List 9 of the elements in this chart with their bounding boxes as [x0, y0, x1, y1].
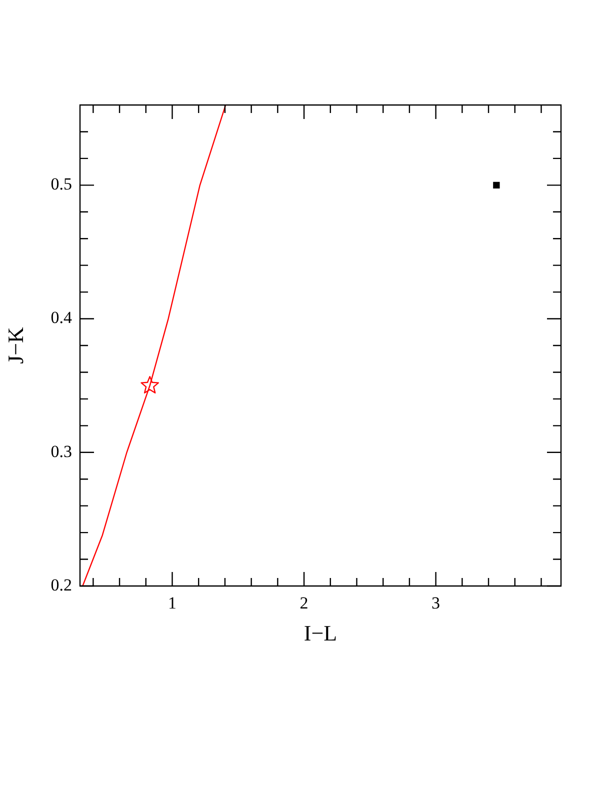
y-tick-label: 0.4 — [50, 308, 72, 328]
y-tick-label: 0.5 — [50, 174, 72, 194]
x-axis-title: I−L — [304, 620, 338, 646]
x-tick-label: 3 — [432, 594, 440, 613]
y-axis-title: J−K — [2, 326, 28, 364]
x-tick-label: 2 — [300, 594, 308, 613]
y-tick-label: 0.2 — [50, 575, 72, 594]
x-tick-label: 1 — [168, 594, 176, 613]
y-tick-label: 0.3 — [50, 442, 72, 461]
